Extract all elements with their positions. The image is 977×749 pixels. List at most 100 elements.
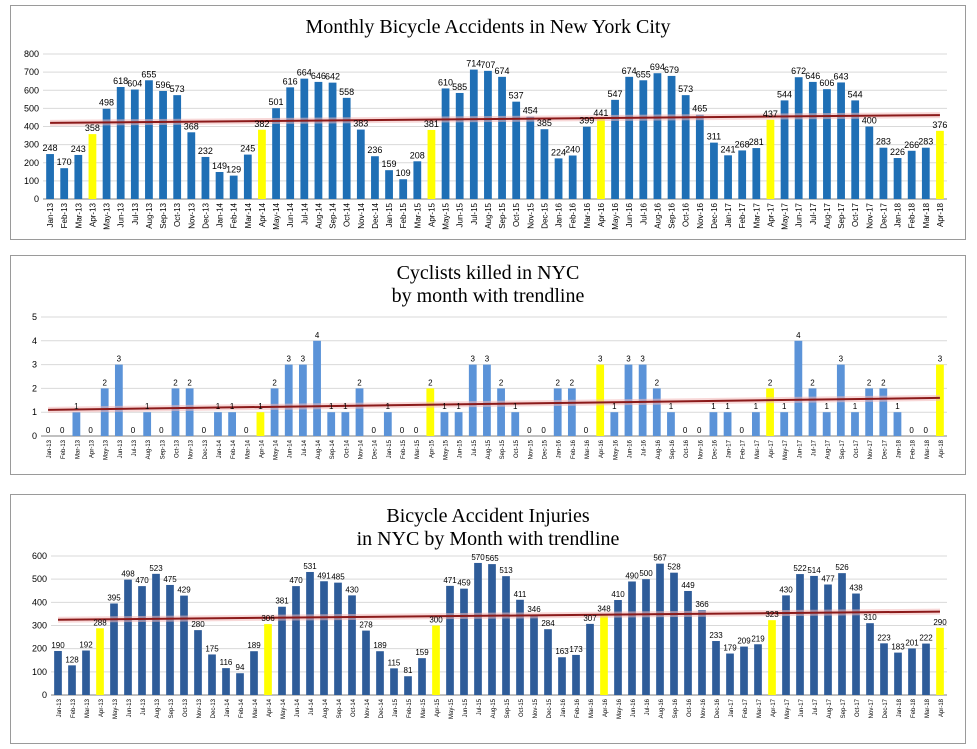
data-label: 565 <box>485 554 499 563</box>
data-label: 672 <box>791 66 806 76</box>
bar <box>328 82 337 199</box>
data-label: 514 <box>807 566 821 575</box>
x-tick-label: Dec-15 <box>540 202 549 228</box>
data-label: 714 <box>466 59 481 69</box>
x-tick-label: Mar-14 <box>253 698 259 718</box>
data-label: 0 <box>46 426 51 435</box>
x-tick-label: Feb-15 <box>407 698 413 718</box>
data-label: 94 <box>236 663 245 672</box>
x-tick-label: Jan-14 <box>225 698 231 717</box>
data-label: 1 <box>230 402 235 411</box>
x-tick-label: Feb-16 <box>575 698 581 718</box>
data-label: 311 <box>707 132 721 142</box>
x-tick-label: Aug-13 <box>146 439 152 459</box>
data-label: 280 <box>191 620 205 629</box>
data-label: 1 <box>442 402 447 411</box>
x-tick-label: Jan-18 <box>896 439 902 458</box>
data-label: 2 <box>173 378 178 387</box>
bar <box>656 563 664 695</box>
data-label: 348 <box>597 604 611 613</box>
bar <box>751 412 760 436</box>
bar <box>243 154 252 199</box>
bar <box>313 340 321 436</box>
data-label: 596 <box>156 80 171 90</box>
trendline <box>48 396 940 411</box>
bar <box>723 412 732 436</box>
x-tick-label: Dec-16 <box>710 202 719 228</box>
bar <box>362 630 370 695</box>
x-tick-label: Oct-15 <box>519 698 525 717</box>
data-label: 266 <box>904 140 919 150</box>
data-label: 454 <box>523 106 538 116</box>
x-tick-label: Dec-14 <box>379 698 385 718</box>
y-tick-label: 500 <box>24 103 39 113</box>
x-tick-label: Jan-15 <box>387 439 393 458</box>
data-label: 3 <box>301 355 306 364</box>
x-tick-label: Mar-14 <box>244 202 253 228</box>
data-label: 222 <box>919 634 933 643</box>
data-label: 278 <box>359 621 373 630</box>
accidents-chart: 0 100 200 300 400 500 600 700 800 248 170 243 358 498… <box>24 49 947 230</box>
x-tick-label: Oct-16 <box>687 698 693 717</box>
data-label: 3 <box>287 355 292 364</box>
data-label: 268 <box>735 139 750 149</box>
data-label: 0 <box>88 426 93 435</box>
x-tick-label: Jun-14 <box>288 439 294 458</box>
bar <box>865 388 874 436</box>
data-label: 283 <box>918 137 933 147</box>
bar <box>278 606 286 695</box>
x-tick-label: Jun-15 <box>463 698 469 717</box>
bar <box>567 388 576 436</box>
x-tick-label: Aug-16 <box>653 202 662 228</box>
bar <box>208 654 216 695</box>
x-tick-label: Sep-14 <box>330 439 336 459</box>
x-tick-label: Apr-15 <box>429 439 435 458</box>
bar <box>907 150 916 199</box>
bar <box>498 76 506 199</box>
x-tick-label: Jun-17 <box>797 439 803 458</box>
x-tick-label: Jul-15 <box>472 439 478 456</box>
data-label: 411 <box>514 590 527 599</box>
data-label: 243 <box>71 144 86 154</box>
bar <box>286 87 295 199</box>
bar <box>355 388 364 436</box>
bar <box>530 614 538 695</box>
bar <box>214 412 222 436</box>
y-tick-label: 2 <box>32 383 37 393</box>
x-tick-label: Feb-16 <box>571 439 577 459</box>
data-label: 498 <box>121 570 135 579</box>
bar <box>385 170 393 199</box>
data-label: 2 <box>272 378 277 387</box>
bar <box>823 89 831 199</box>
bar <box>72 412 81 436</box>
x-tick-label: Nov-17 <box>868 439 874 459</box>
data-label: 1 <box>612 402 617 411</box>
y-tick-label: 400 <box>32 597 47 607</box>
data-label: 300 <box>429 616 443 625</box>
data-label: 241 <box>721 144 736 154</box>
bar <box>74 154 83 199</box>
data-label: 0 <box>159 426 164 435</box>
bar <box>851 100 860 199</box>
x-tick-label: Nov-15 <box>533 698 539 718</box>
y-tick-label: 600 <box>32 551 47 561</box>
x-tick-label: Aug-14 <box>323 698 329 718</box>
x-tick-label: Aug-17 <box>823 202 832 228</box>
data-label: 1 <box>669 402 674 411</box>
bar <box>334 582 342 695</box>
x-tick-label: Jun-16 <box>631 698 637 717</box>
x-tick-label: Nov-14 <box>357 202 366 228</box>
bar <box>695 114 704 199</box>
data-label: 470 <box>289 576 303 585</box>
bar <box>173 95 182 199</box>
bar <box>327 412 336 436</box>
bar <box>879 147 888 199</box>
x-tick-label: Nov-16 <box>701 698 707 718</box>
x-tick-label: Jun-15 <box>456 202 465 227</box>
bar <box>110 603 118 695</box>
data-label: 531 <box>303 562 317 571</box>
y-tick-label: 200 <box>24 158 39 168</box>
bar <box>684 590 692 695</box>
data-label: 3 <box>485 355 490 364</box>
